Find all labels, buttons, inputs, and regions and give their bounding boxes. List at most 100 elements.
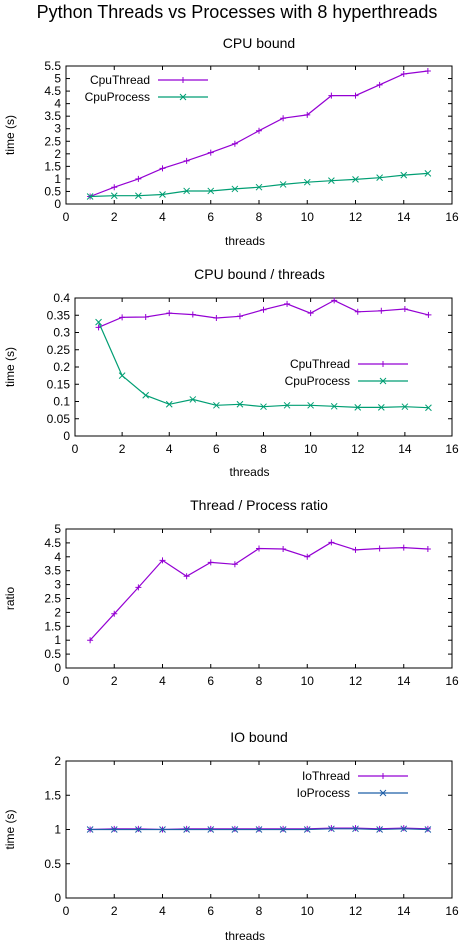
data-point (207, 187, 215, 195)
data-point (110, 826, 118, 833)
x-tick-label: 8 (260, 442, 267, 456)
data-point (255, 183, 263, 191)
data-point (307, 310, 314, 317)
y-tick-label: 0.4 (53, 291, 70, 305)
data-point (231, 185, 239, 193)
y-tick-label: 4.5 (44, 84, 61, 98)
data-point (207, 149, 214, 156)
data-point (424, 68, 431, 75)
y-tick-label: 4 (54, 550, 61, 564)
data-point (86, 826, 94, 833)
data-point (159, 165, 166, 172)
data-point (279, 181, 287, 188)
data-point (424, 546, 431, 553)
y-tick-label: 1 (54, 823, 61, 837)
data-point (260, 403, 267, 411)
x-tick-label: 4 (159, 210, 166, 224)
data-point (189, 396, 197, 403)
data-point (280, 115, 287, 122)
x-tick-label: 6 (213, 442, 220, 456)
y-axis-label: time (s) (3, 347, 17, 387)
data-point (279, 826, 287, 833)
data-point (352, 825, 359, 833)
data-point (118, 372, 126, 379)
legend-label: CpuProcess (285, 374, 350, 388)
data-point (213, 315, 220, 322)
data-point (401, 403, 409, 411)
x-tick-label: 0 (63, 904, 70, 918)
x-axis-label: threads (229, 465, 269, 479)
y-tick-label: 0.5 (44, 184, 61, 198)
y-tick-label: 4.5 (44, 536, 61, 550)
data-point (284, 300, 291, 307)
x-tick-label: 16 (445, 210, 459, 224)
y-axis-label: ratio (3, 587, 17, 611)
data-point (425, 404, 432, 412)
data-point (424, 826, 432, 833)
x-tick-label: 16 (445, 674, 459, 688)
data-point (331, 297, 338, 304)
data-point (328, 177, 335, 185)
legend-marker (179, 93, 187, 101)
x-tick-label: 10 (301, 674, 315, 688)
x-tick-label: 0 (63, 674, 70, 688)
legend-marker (379, 789, 387, 797)
x-tick-label: 10 (304, 442, 318, 456)
x-tick-label: 12 (349, 674, 363, 688)
data-point (135, 584, 142, 591)
x-tick-label: 16 (445, 442, 459, 456)
data-point (159, 826, 166, 833)
data-point (110, 192, 118, 200)
chart-io-bound: IO bound 0 2 4 6 8 10 12 14 16 0 0.5 1 1.5 2 threads tim… (3, 729, 459, 943)
y-tick-label: 3.5 (44, 564, 61, 578)
data-point (142, 313, 149, 320)
x-tick-label: 6 (207, 674, 214, 688)
y-tick-label: 2.5 (44, 592, 61, 606)
data-point (376, 81, 383, 88)
chart-cpu-bound-per-thread: CPU bound / threads 0 2 4 6 8 10 12 14 16 0 0.05 0.1… (3, 266, 459, 479)
y-tick-label: 0.25 (47, 343, 71, 357)
data-point (159, 557, 166, 564)
y-tick-label: 5.5 (44, 59, 61, 73)
data-point (183, 826, 190, 833)
data-point (352, 176, 359, 183)
y-axis-label: time (s) (3, 810, 17, 850)
data-point (400, 71, 407, 78)
y-tick-label: 0.5 (44, 647, 61, 661)
series-line (89, 541, 428, 641)
data-point (260, 306, 267, 313)
data-point (135, 826, 142, 833)
x-tick-label: 12 (351, 442, 365, 456)
data-point (86, 193, 94, 200)
data-point (189, 311, 196, 318)
y-tick-label: 0 (63, 429, 70, 443)
x-tick-label: 14 (398, 442, 412, 456)
data-point (165, 400, 173, 408)
data-point (376, 826, 383, 833)
y-tick-label: 1 (54, 172, 61, 186)
data-point (213, 401, 220, 409)
data-point (256, 127, 262, 134)
plot-frame (74, 297, 453, 437)
x-tick-label: 4 (159, 904, 166, 918)
y-tick-label: 5 (54, 72, 61, 86)
x-tick-label: 8 (256, 210, 263, 224)
data-point (183, 187, 190, 195)
x-tick-label: 4 (159, 674, 166, 688)
data-point (328, 825, 335, 833)
data-point (304, 111, 311, 118)
data-point (236, 400, 244, 408)
data-point (207, 826, 215, 833)
data-point (400, 171, 408, 179)
x-axis-label: threads (225, 929, 265, 943)
data-point (87, 637, 94, 644)
x-tick-label: 8 (256, 904, 263, 918)
data-point (401, 306, 408, 313)
data-point (307, 401, 314, 409)
y-tick-label: 1.5 (44, 788, 61, 802)
y-tick-label: 2 (54, 605, 61, 619)
x-tick-label: 12 (349, 904, 363, 918)
y-tick-label: 1.5 (44, 619, 61, 633)
